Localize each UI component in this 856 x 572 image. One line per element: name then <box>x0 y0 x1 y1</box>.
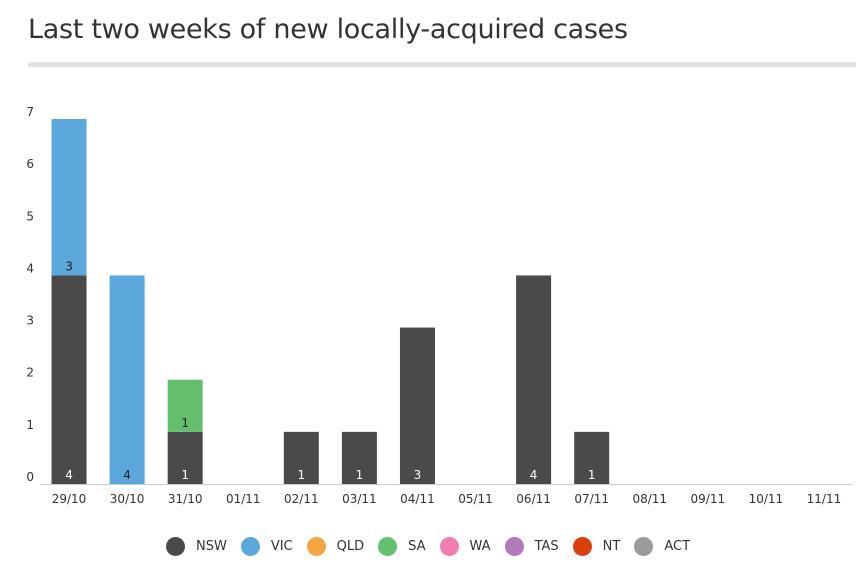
legend-swatch <box>306 537 326 556</box>
x-tick-label: 07/11 <box>574 492 609 506</box>
x-tick-label: 08/11 <box>632 492 667 506</box>
legend-swatch <box>634 537 654 556</box>
legend-label: VIC <box>270 539 293 554</box>
data-label: 4 <box>123 468 131 482</box>
x-tick-label: 06/11 <box>516 492 551 506</box>
y-tick-label: 0 <box>26 470 34 484</box>
legend-item-vic[interactable]: VIC <box>240 537 293 556</box>
x-tick-label: 30/10 <box>110 492 145 506</box>
x-tick-label: 04/11 <box>400 492 435 506</box>
data-label: 1 <box>298 468 306 482</box>
legend-label: NSW <box>195 539 227 554</box>
legend-label: SA <box>408 539 426 554</box>
data-label: 4 <box>530 468 538 482</box>
x-tick-label: 03/11 <box>342 492 377 506</box>
data-label: 1 <box>181 468 189 482</box>
data-label: 4 <box>65 468 73 482</box>
y-tick-label: 4 <box>26 261 34 275</box>
bar-segment-vic[interactable] <box>109 275 145 484</box>
x-tick-label: 09/11 <box>691 492 726 506</box>
legend-swatch <box>378 537 398 556</box>
y-tick-label: 6 <box>26 157 34 171</box>
y-tick-label: 2 <box>26 366 34 380</box>
legend-item-tas[interactable]: TAS <box>504 537 559 556</box>
y-tick-label: 1 <box>26 418 34 432</box>
x-tick-label: 02/11 <box>284 492 319 506</box>
x-tick-label: 31/10 <box>168 492 203 506</box>
bar-segment-nsw[interactable] <box>516 275 552 484</box>
bar-segment-vic[interactable] <box>51 119 87 276</box>
legend-swatch <box>240 537 260 556</box>
bar-segment-nsw[interactable] <box>574 431 610 484</box>
x-tick-label: 05/11 <box>458 492 493 506</box>
data-label: 1 <box>181 416 189 430</box>
chart-legend: NSW VIC QLD SA WA TAS NT ACT <box>0 537 856 556</box>
legend-item-wa[interactable]: WA <box>439 537 491 556</box>
title-divider <box>28 62 856 67</box>
data-label: 3 <box>414 468 422 482</box>
bar-segment-nsw[interactable] <box>283 431 319 484</box>
legend-item-sa[interactable]: SA <box>378 537 426 556</box>
legend-item-nt[interactable]: NT <box>572 537 621 556</box>
legend-label: ACT <box>664 539 691 554</box>
legend-item-nsw[interactable]: NSW <box>165 537 227 556</box>
legend-label: QLD <box>336 539 365 554</box>
bar-segment-sa[interactable] <box>167 379 203 432</box>
y-tick-label: 5 <box>26 209 34 223</box>
legend-label: TAS <box>534 539 559 554</box>
y-tick-label: 7 <box>26 105 34 119</box>
legend-swatch <box>504 537 524 556</box>
y-tick-label: 3 <box>26 314 34 328</box>
bar-segment-nsw[interactable] <box>399 327 435 484</box>
x-tick-label: 01/11 <box>226 492 261 506</box>
legend-swatch <box>572 537 592 556</box>
legend-item-act[interactable]: ACT <box>634 537 690 556</box>
data-label: 1 <box>356 468 364 482</box>
x-tick-label: 10/11 <box>749 492 784 506</box>
x-tick-label: 11/11 <box>807 492 842 506</box>
bar-segment-nsw[interactable] <box>167 431 203 484</box>
legend-swatch <box>165 537 185 556</box>
data-label: 1 <box>588 468 596 482</box>
legend-swatch <box>439 537 459 556</box>
legend-item-qld[interactable]: QLD <box>306 537 365 556</box>
legend-label: WA <box>469 539 491 554</box>
legend-label: NT <box>602 539 621 554</box>
bar-segment-nsw[interactable] <box>51 275 87 484</box>
bar-segment-nsw[interactable] <box>341 431 377 484</box>
chart-title: Last two weeks of new locally-acquired c… <box>28 14 628 45</box>
bar-chart: 0 1 2 3 4 5 6 7 4 3 29/10 4 30/10 1 1 31/10 01/11 1 02/11 1… <box>26 105 853 506</box>
data-label: 3 <box>65 259 73 273</box>
x-tick-label: 29/10 <box>52 492 87 506</box>
